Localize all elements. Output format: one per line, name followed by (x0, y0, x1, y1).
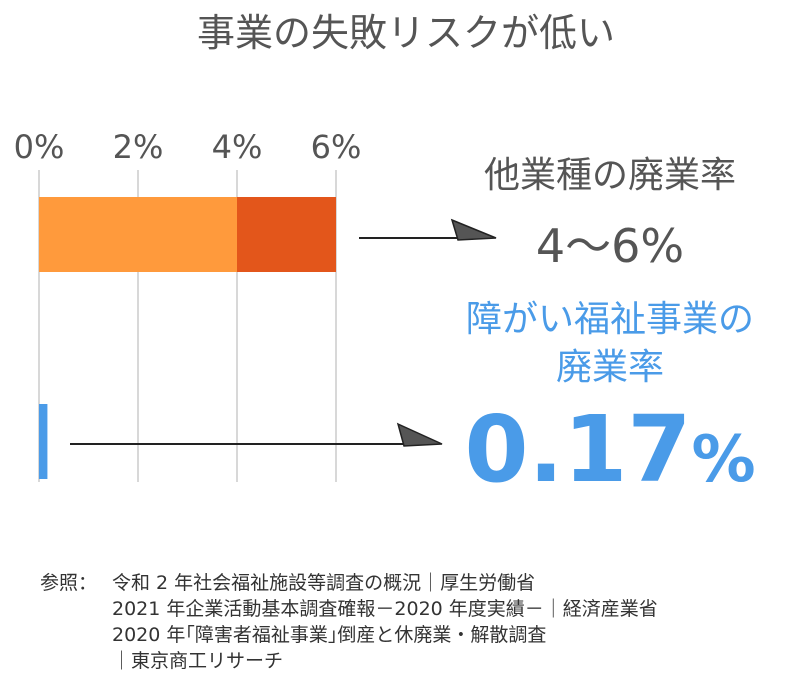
tick-label: 2% (113, 128, 164, 166)
arrow-head (396, 422, 443, 447)
welfare-label-line2: 廃業率 (555, 347, 664, 388)
source-prefix: 参照： (40, 572, 98, 594)
arrows (70, 218, 497, 447)
source-text: 令和 2 年社会福祉施設等調査の概況｜厚生労働省 (112, 572, 536, 594)
source-line: 2020 年｢障害者福祉事業｣倒産と休廃業・解散調査 (40, 622, 658, 648)
source-text: 2021 年企業活動基本調査確報－2020 年度実績－｜経済産業省 (112, 598, 658, 620)
source-text: ｜東京商工リサーチ (112, 650, 284, 672)
bar-segment (237, 197, 336, 272)
tick-labels: 0% 2% 4% 6% (14, 128, 362, 166)
bars (39, 197, 336, 479)
welfare-label: 障がい福祉事業の 廃業率 (420, 296, 800, 392)
welfare-value-unit: % (691, 423, 756, 497)
source-line: 2021 年企業活動基本調査確報－2020 年度実績－｜経済産業省 (40, 596, 658, 622)
welfare-value-number: 0.17 (464, 396, 692, 503)
welfare-value: 0.17% (420, 396, 800, 503)
bar-segment (39, 404, 48, 479)
source-line: 参照： 令和 2 年社会福祉施設等調査の概況｜厚生労働省 (40, 570, 658, 596)
bar-segment (39, 197, 237, 272)
arrow-head (450, 218, 497, 241)
source-text: 2020 年｢障害者福祉事業｣倒産と休廃業・解散調査 (112, 624, 547, 646)
other-industry-label: 他業種の廃業率 (483, 155, 736, 196)
source-notes: 参照： 令和 2 年社会福祉施設等調査の概況｜厚生労働省 2021 年企業活動基本… (40, 570, 658, 674)
tick-label: 0% (14, 128, 65, 166)
tick-label: 4% (212, 128, 263, 166)
source-line: ｜東京商工リサーチ (40, 648, 658, 674)
other-industry-value: 4〜6% (535, 219, 685, 273)
tick-label: 6% (311, 128, 362, 166)
chart-title: 事業の失敗リスクが低い (196, 11, 615, 55)
welfare-label-line1: 障がい福祉事業の (465, 299, 754, 340)
